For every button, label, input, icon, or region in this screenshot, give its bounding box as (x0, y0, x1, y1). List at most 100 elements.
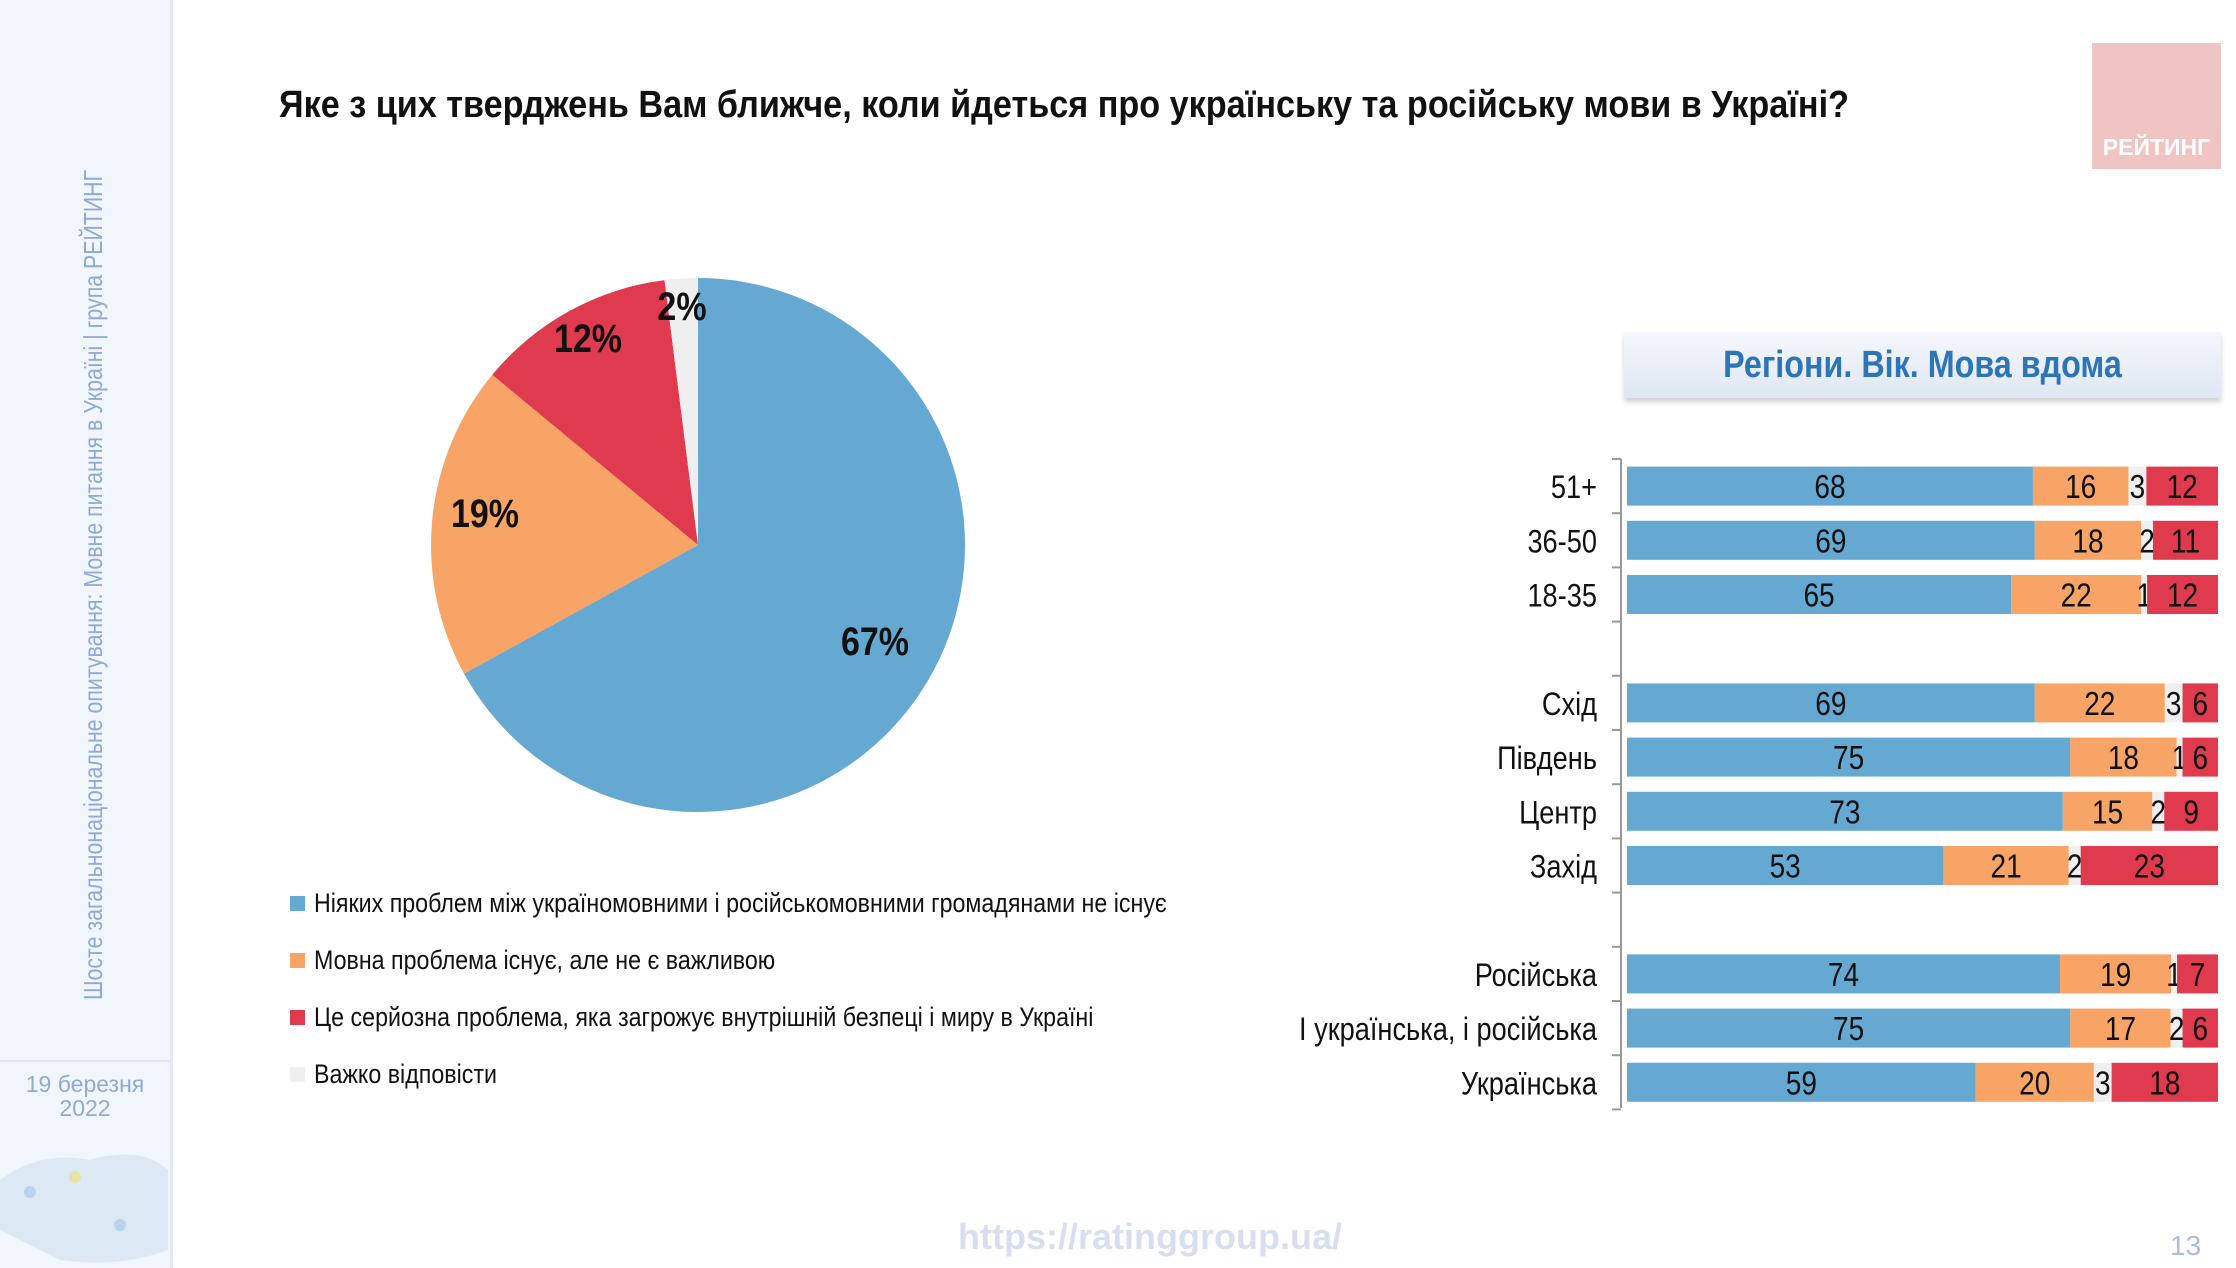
page-number: 13 (2170, 1230, 2202, 1261)
bar-value-label: 74 (1828, 957, 1859, 994)
legend-item: Важко відповісти (290, 1059, 527, 1090)
bar-segment (2011, 575, 2142, 614)
bar-segment (2182, 1008, 2218, 1048)
date-day: 19 березня (25, 1071, 145, 1097)
legend-item: Мовна проблема існує, але не є важливою (290, 945, 850, 976)
pie-slice-label: 67% (841, 618, 909, 663)
bar-value-label: 2 (2067, 848, 2083, 885)
bar-segment (1627, 791, 2063, 831)
bar-segment (2164, 791, 2218, 831)
bar-segment (1627, 683, 2035, 723)
bar-category-label: Російська (1475, 958, 1598, 994)
bar-segment (2177, 954, 2218, 994)
legend-label: Важко відповісти (314, 1059, 497, 1089)
survey-date: 19 березня 2022 (0, 1072, 170, 1120)
bar-value-label: 2 (2151, 794, 2167, 831)
sidebar: Шосте загальнонаціональне опитування: Мо… (0, 0, 173, 1268)
legend-swatch (290, 953, 305, 968)
bar-value-label: 3 (2130, 469, 2146, 506)
legend-item: Це серйозна проблема, яка загрожує внутр… (290, 1002, 1220, 1033)
bar-value-label: 22 (2061, 577, 2092, 614)
pie-slice (431, 374, 698, 674)
pie-slice (464, 278, 965, 812)
legend-swatch (290, 1067, 305, 1082)
bar-segment (2182, 737, 2218, 777)
pie-slice-label: 2% (657, 283, 706, 328)
bar-value-label: 59 (1786, 1065, 1817, 1102)
bar-value-label: 7 (2190, 957, 2206, 994)
bar-chart-title: Регіони. Вік. Мова вдома (1723, 344, 2122, 386)
bar-segment (2141, 575, 2148, 614)
bar-value-label: 18 (2072, 523, 2103, 560)
bar-segment (2152, 791, 2165, 831)
bar-value-label: 9 (2183, 794, 2199, 831)
bar-value-label: 12 (2167, 577, 2198, 614)
bar-segment (2147, 575, 2218, 614)
bar-value-label: 3 (2095, 1065, 2111, 1102)
bar-segment (1627, 846, 1944, 885)
page-title: Яке з цих тверджень Вам ближче, коли йде… (279, 84, 1849, 126)
bar-category-label: Центр (1519, 795, 1597, 831)
date-year: 2022 (59, 1095, 111, 1121)
ukraine-map-icon (0, 1154, 168, 1263)
bar-segment (1975, 1062, 2094, 1102)
bar-segment (2164, 683, 2183, 723)
bar-segment (1627, 520, 2035, 560)
pie-slice-label: 19% (451, 490, 519, 535)
bar-value-label: 3 (2166, 686, 2182, 723)
bar-segment (2128, 466, 2147, 506)
bar-segment (2141, 520, 2153, 560)
bar-segment (2060, 954, 2172, 994)
bar-value-label: 23 (2134, 848, 2165, 885)
bar-category-label: Захід (1530, 849, 1597, 885)
bar-value-label: 73 (1829, 794, 1860, 831)
bar-segment (2062, 791, 2153, 831)
bar-segment (1627, 1008, 2071, 1048)
bar-segment (2182, 683, 2218, 723)
bar-segment (2070, 737, 2177, 777)
bar-segment (2034, 683, 2165, 723)
bar-segment (2171, 954, 2178, 994)
bar-value-label: 16 (2065, 469, 2096, 506)
footer-url[interactable]: https://ratinggroup.ua/ (958, 1216, 1342, 1257)
bar-segment (2070, 1008, 2171, 1048)
bar-segment (1943, 846, 2069, 885)
bar-value-label: 6 (2192, 686, 2208, 723)
legend-swatch (290, 1010, 305, 1025)
legend-item: Ніяких проблем між україномовними і росі… (290, 888, 1306, 919)
bar-segment (2170, 1008, 2183, 1048)
bar-segment (2068, 846, 2081, 885)
bar-value-label: 6 (2192, 740, 2208, 777)
bar-chart-header: Регіони. Вік. Мова вдома (1624, 332, 2221, 398)
bar-value-label: 22 (2084, 686, 2115, 723)
bar-segment (1627, 954, 2061, 994)
bar-segment (2111, 1062, 2218, 1102)
bar-category-label: І українська, і російська (1299, 1012, 1597, 1048)
bar-segment (1627, 737, 2071, 777)
bar-value-label: 19 (2100, 957, 2131, 994)
bar-segment (2034, 520, 2142, 560)
pie-slice (664, 278, 698, 545)
bar-value-label: 68 (1814, 469, 1845, 506)
bar-value-label: 53 (1770, 848, 1801, 885)
legend-label: Це серйозна проблема, яка загрожує внутр… (314, 1002, 1094, 1032)
bar-segment (1627, 1062, 1976, 1102)
bar-value-label: 6 (2192, 1011, 2208, 1048)
bar-value-label: 21 (1990, 848, 2021, 885)
bar-category-label: Українська (1461, 1066, 1598, 1102)
bar-value-label: 17 (2105, 1011, 2136, 1048)
bar-category-label: 51+ (1551, 470, 1597, 506)
rating-logo: РЕЙТИНГ (2092, 43, 2221, 169)
bar-value-label: 20 (2019, 1065, 2050, 1102)
legend-label: Мовна проблема існує, але не є важливою (314, 945, 776, 975)
bar-value-label: 18 (2149, 1065, 2180, 1102)
bar-category-label: Південь (1497, 741, 1597, 777)
bar-segment (2146, 466, 2218, 506)
bar-segment (1627, 575, 2012, 614)
bar-value-label: 18 (2108, 740, 2139, 777)
bar-segment (2093, 1062, 2112, 1102)
bar-segment (2032, 466, 2129, 506)
bar-segment (2176, 737, 2183, 777)
bar-segment (1627, 466, 2033, 506)
